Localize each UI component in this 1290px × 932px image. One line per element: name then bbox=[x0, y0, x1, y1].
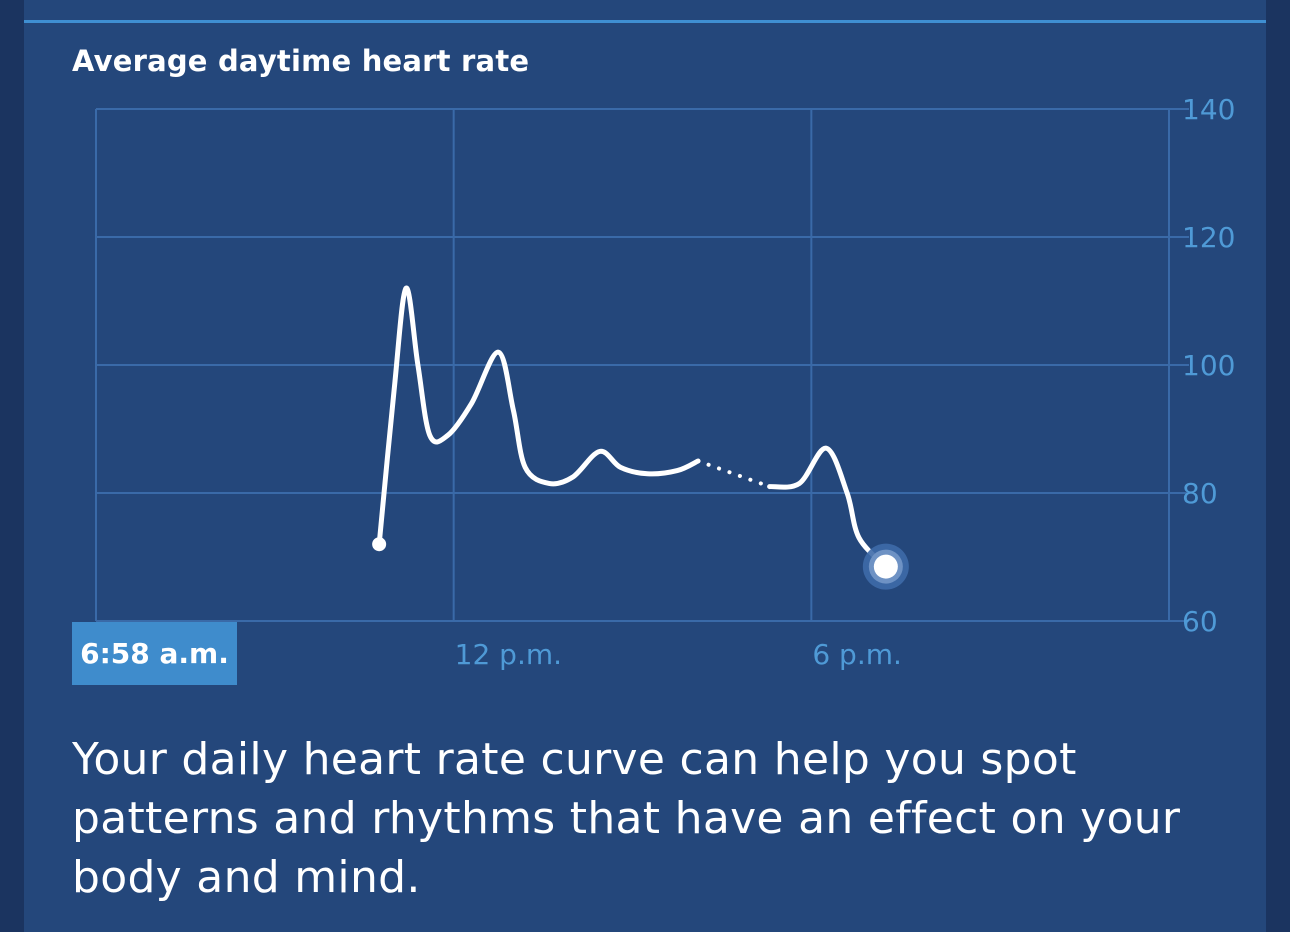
heart-rate-chart: 140 120 100 80 60 12 p.m. 6 p.m. bbox=[95, 93, 1235, 671]
y-tick-label-60: 60 bbox=[1182, 605, 1218, 638]
series-line-segment-2 bbox=[767, 445, 889, 570]
y-tick-label-100: 100 bbox=[1182, 349, 1235, 382]
card-top-divider bbox=[24, 20, 1266, 23]
heart-rate-card: Average daytime heart rate 140 120 100 80 60… bbox=[24, 0, 1266, 932]
y-tick-label-140: 140 bbox=[1182, 93, 1235, 126]
heart-rate-series bbox=[372, 285, 889, 570]
x-tick-label-18: 6 p.m. bbox=[812, 638, 902, 671]
start-time-badge: 6:58 a.m. bbox=[72, 622, 237, 685]
current-point-dot[interactable] bbox=[873, 554, 898, 579]
x-axis-ticks: 12 p.m. 6 p.m. bbox=[455, 638, 902, 671]
y-axis-ticks: 140 120 100 80 60 bbox=[1182, 93, 1235, 638]
chart-title: Average daytime heart rate bbox=[72, 44, 530, 78]
x-tick-label-12: 12 p.m. bbox=[455, 638, 562, 671]
chart-grid bbox=[95, 108, 1189, 622]
series-gap-dotted-1 bbox=[696, 459, 772, 489]
series-start-point bbox=[372, 537, 387, 552]
description-text: Your daily heart rate curve can help you… bbox=[72, 734, 1181, 903]
y-tick-label-80: 80 bbox=[1182, 477, 1218, 510]
y-tick-label-120: 120 bbox=[1182, 221, 1235, 254]
series-line-segment-0 bbox=[376, 285, 701, 547]
current-point-marker[interactable] bbox=[862, 543, 909, 590]
